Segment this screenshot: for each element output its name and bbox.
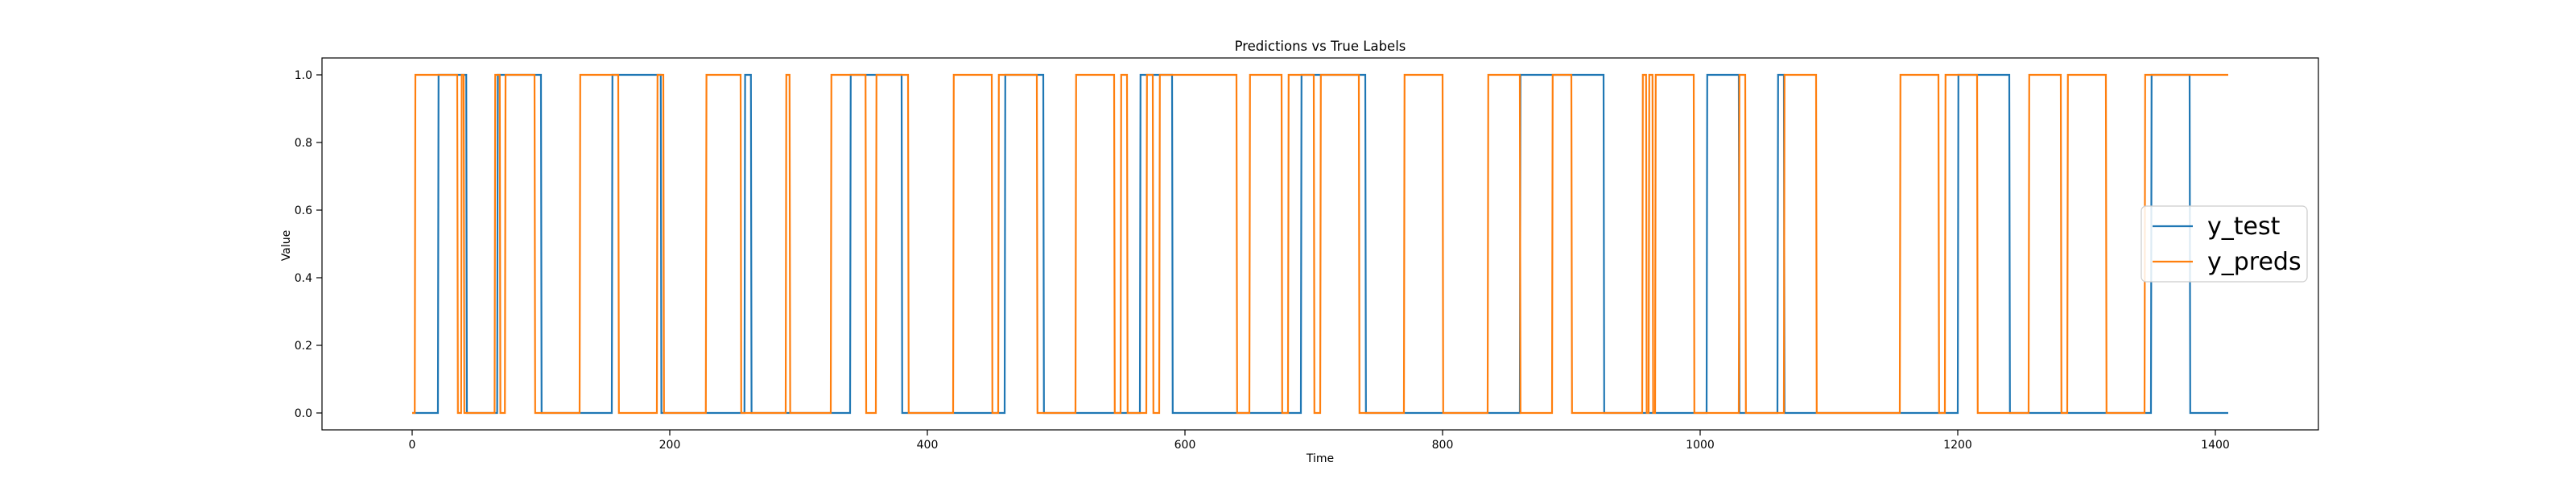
y-tick-label: 0.4	[295, 272, 312, 285]
x-tick-label: 400	[917, 439, 939, 452]
x-tick-label: 1000	[1686, 439, 1715, 452]
legend-label: y_preds	[2207, 248, 2301, 276]
legend-label: y_test	[2207, 213, 2281, 241]
y-tick-label: 1.0	[295, 69, 312, 82]
x-tick-label: 1200	[1943, 439, 1972, 452]
y-tick-label: 0.6	[295, 204, 312, 217]
x-tick-label: 0	[409, 439, 416, 452]
y-tick-label: 0.0	[295, 407, 312, 420]
series-line-y-preds	[412, 73, 2228, 415]
x-tick-label: 200	[659, 439, 681, 452]
x-axis-label: Time	[1306, 452, 1334, 465]
series-group	[412, 73, 2228, 415]
y-tick-label: 0.2	[295, 340, 312, 353]
x-tick-label: 600	[1174, 439, 1196, 452]
y-tick-label: 0.8	[295, 137, 312, 150]
y-axis-label: Value	[280, 230, 293, 261]
x-tick-label: 1400	[2201, 439, 2230, 452]
y-axis: 0.0 0.2 0.4 0.6 0.8 1.0	[295, 69, 322, 420]
plot-frame	[321, 57, 2319, 431]
x-axis: 0 200 400 600 800 1000 1200 1400	[409, 430, 2230, 452]
legend-box	[2140, 205, 2308, 283]
series-line-y-test	[412, 73, 2228, 415]
x-tick-label: 800	[1432, 439, 1454, 452]
plot-area	[321, 57, 2319, 431]
chart-title: Predictions vs True Labels	[1235, 39, 1406, 54]
legend: y_test y_preds	[2140, 205, 2308, 283]
